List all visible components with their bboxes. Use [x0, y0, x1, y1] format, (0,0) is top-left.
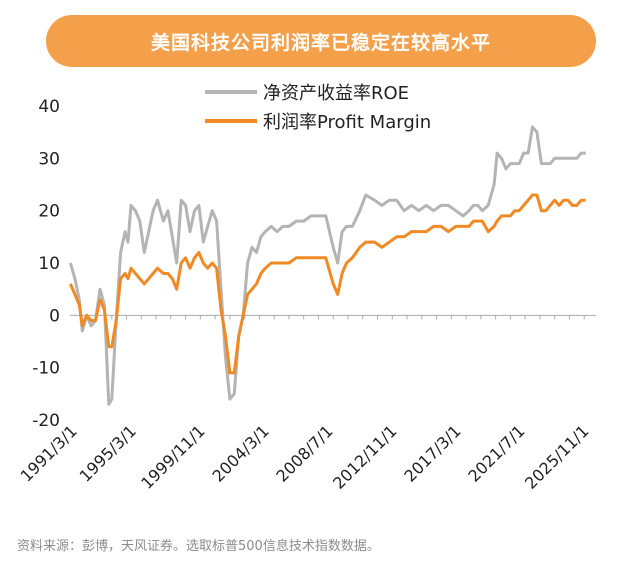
series-line-profit-margin	[69, 193, 586, 375]
y-tick-label: 0	[49, 306, 60, 326]
chart-title: 美国科技公司利润率已稳定在较高水平	[150, 31, 491, 54]
x-tick-label: 2025/11/1	[521, 421, 592, 492]
y-tick-label: 30	[38, 149, 60, 169]
y-tick-label: -10	[32, 359, 60, 379]
x-tick-label: 1995/3/1	[76, 421, 140, 485]
y-tick-label: 20	[38, 202, 60, 222]
source-note: 资料来源：彭博，天风证券。选取标普500信息技术指数数据。	[17, 539, 380, 554]
y-tick-label: 10	[38, 254, 60, 274]
y-tick-label: 40	[38, 97, 60, 117]
x-tick-label: 1991/3/1	[17, 421, 81, 485]
legend-label-roe: 净资产收益率ROE	[263, 83, 409, 104]
x-tick-label: 2017/3/1	[400, 421, 464, 485]
x-tick-label: 2008/7/1	[272, 421, 336, 485]
series-line-roe	[68, 125, 586, 406]
x-tick-label: 2012/11/1	[329, 421, 400, 492]
x-tick-label: 2021/7/1	[464, 421, 528, 485]
title-banner: 美国科技公司利润率已稳定在较高水平	[46, 15, 596, 67]
x-tick-label: 1999/11/1	[137, 421, 208, 492]
legend-label-profit-margin: 利润率Profit Margin	[263, 112, 431, 133]
y-tick-label: -20	[32, 411, 60, 431]
x-tick-label: 2004/3/1	[208, 421, 272, 485]
line-chart: 40 30 20 10 0 -10 -201991/3/11995/3/11999/11/1…	[17, 83, 596, 493]
